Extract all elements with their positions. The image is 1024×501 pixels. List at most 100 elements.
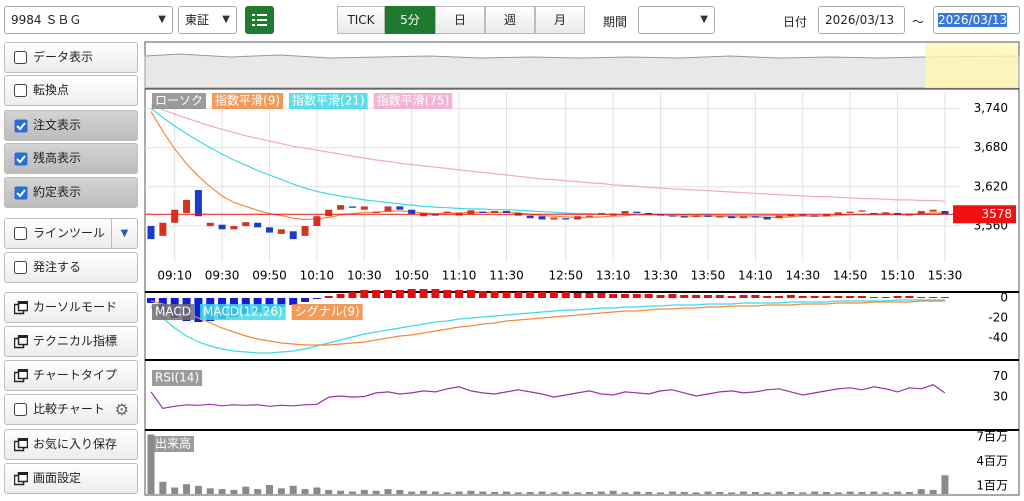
macd-bar [727, 296, 736, 298]
date-from-input[interactable]: 2026/03/13 [818, 6, 905, 34]
candle [254, 222, 262, 228]
y-tick-label: 3,740 [974, 101, 1008, 115]
candle [348, 206, 356, 208]
candle [657, 214, 665, 216]
volume-bar [870, 491, 878, 494]
period-button[interactable]: TICK [337, 6, 385, 34]
volume-bar [692, 492, 700, 494]
macd-line [150, 299, 945, 354]
sidebar-button[interactable]: 画面設定 [4, 463, 138, 494]
x-tick-label: 12:50 [548, 269, 583, 283]
candle [313, 216, 321, 227]
sidebar-button[interactable]: データ表示 [4, 42, 138, 73]
sidebar-button[interactable]: 比較チャート ⚙ [4, 394, 138, 425]
macd-bar [490, 291, 499, 298]
volume-bar [763, 492, 771, 494]
volume-bar [289, 485, 297, 494]
volume-bar [491, 491, 499, 494]
y-tick-label: 7百万 [976, 429, 1008, 443]
list-button[interactable] [245, 6, 274, 34]
period-button[interactable]: 週 [485, 6, 535, 34]
legend-label: シグナル(9) [295, 305, 360, 319]
candle [526, 215, 534, 219]
macd-bar [609, 294, 618, 298]
macd-bar [656, 295, 665, 298]
volume-bar [775, 491, 783, 494]
sidebar-button[interactable]: カーソルモード [4, 292, 138, 323]
candle [668, 215, 676, 217]
macd-bar [561, 292, 570, 298]
macd-bar [893, 296, 902, 298]
y-tick-label: 30 [993, 390, 1008, 404]
macd-bar [822, 296, 831, 298]
period-button[interactable]: 日 [435, 6, 485, 34]
period-button[interactable]: 5分 [385, 6, 435, 34]
date-to-input[interactable]: 2026/03/13 [933, 6, 1020, 34]
market-select[interactable]: 東証 ▼ [178, 6, 237, 34]
x-tick-label: 09:10 [157, 269, 192, 283]
candle [870, 212, 878, 214]
volume-bar [680, 491, 688, 494]
x-tick-label: 14:50 [833, 269, 868, 283]
sidebar-button[interactable]: お気に入り保存 [4, 429, 138, 460]
legend-label: MACD(12,26) [203, 305, 283, 319]
macd-bar [384, 290, 392, 298]
legend-box [199, 304, 286, 320]
sidebar-button[interactable]: テクニカル指標 [4, 326, 138, 357]
candle [266, 227, 273, 233]
macd-bar [455, 290, 464, 298]
sidebar-label: 画面設定 [33, 471, 82, 485]
candle [325, 209, 333, 217]
macd-bar [466, 290, 475, 298]
candle [194, 190, 202, 217]
macd-bar [372, 290, 381, 298]
period-button[interactable]: 月 [535, 6, 585, 34]
window-icon [14, 301, 28, 315]
volume-bar [194, 485, 202, 494]
volume-bar [455, 491, 463, 494]
period-select[interactable]: ▼ [638, 6, 715, 34]
x-tick-label: 14:30 [785, 269, 820, 283]
macd-bar [775, 296, 784, 298]
volume-bar [230, 489, 238, 494]
sidebar-button[interactable]: 注文表示 [4, 110, 138, 141]
candle [917, 211, 925, 215]
volume-bar [562, 491, 570, 494]
volume-bar [254, 489, 262, 494]
candle [230, 226, 238, 230]
volume-bar [503, 491, 510, 494]
volume-bar [716, 491, 724, 494]
sidebar-button[interactable]: 約定表示 [4, 177, 138, 208]
x-tick-label: 15:10 [880, 269, 915, 283]
last-price-badge [953, 205, 1016, 224]
volume-bar [787, 491, 795, 494]
candle [550, 217, 558, 220]
candle [242, 222, 250, 227]
period-label: 期間 [603, 15, 628, 29]
sidebar-button[interactable]: 転換点 [4, 75, 138, 106]
sidebar-button[interactable]: 残高表示 [4, 143, 138, 174]
macd-bar [526, 292, 535, 298]
date-to-text: 2026/03/13 [938, 13, 1008, 27]
volume-bar [550, 492, 558, 494]
dropdown-arrow[interactable]: ▼ [111, 219, 137, 248]
checkbox [14, 51, 27, 64]
candle [396, 206, 404, 210]
sidebar-button[interactable]: 発注する [4, 252, 138, 283]
candle [443, 211, 451, 213]
gear-icon[interactable]: ⚙ [114, 400, 129, 419]
overview-range[interactable] [925, 43, 1018, 88]
volume-bar [431, 491, 439, 494]
symbol-select[interactable]: 9984 ＳＢＧ ▼ [4, 6, 173, 34]
sidebar-button[interactable]: チャートタイプ [4, 360, 138, 391]
sidebar-button[interactable]: ラインツール ▼ [4, 218, 138, 249]
volume-bar [929, 489, 937, 494]
macd-bar [514, 292, 523, 298]
legend-box [152, 93, 207, 109]
legend-label: 出来高 [155, 437, 191, 451]
volume-bar [384, 489, 392, 494]
volume-bar [266, 485, 273, 494]
macd-bar [395, 290, 404, 298]
volume-bar [183, 484, 191, 494]
legend-box [373, 93, 453, 109]
